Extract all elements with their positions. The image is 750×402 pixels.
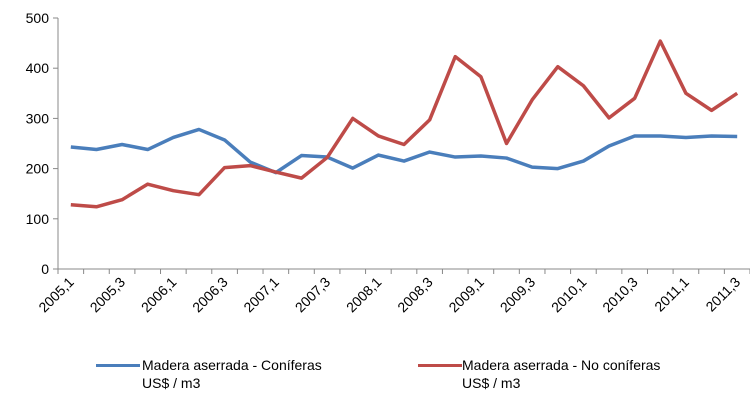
x-tick-label: 2007,3 [292, 274, 334, 316]
series-line [70, 127, 738, 175]
series-line [70, 39, 739, 209]
x-tick-label: 2008,3 [394, 274, 436, 316]
y-tick-label: 400 [26, 60, 50, 76]
x-tick-label: 2005,3 [87, 274, 129, 316]
legend-label: Madera aserrada - No coníferas US$ / m3 [462, 357, 661, 391]
y-tick-label: 500 [26, 10, 50, 26]
x-tick-label: 2006,1 [138, 274, 180, 316]
legend-swatch [418, 364, 462, 367]
x-tick-label: 2006,3 [189, 274, 231, 316]
y-tick-label: 0 [41, 261, 49, 277]
x-tick-label: 2009,1 [445, 274, 487, 316]
legend-label: Madera aserrada - Coníferas US$ / m3 [142, 357, 322, 391]
x-tick-label: 2011,3 [702, 274, 743, 315]
y-tick-label: 100 [26, 211, 50, 227]
x-tick-label: 2010,1 [548, 274, 590, 316]
y-tick-label: 300 [26, 110, 50, 126]
x-tick-label: 2005,1 [35, 274, 77, 316]
x-tick-label: 2010,3 [599, 274, 641, 316]
y-tick-label: 200 [26, 161, 50, 177]
x-tick-label: 2008,1 [343, 274, 385, 316]
x-tick-label: 2009,3 [497, 274, 539, 316]
x-tick-label: 2011,1 [651, 274, 692, 315]
x-tick-label: 2007,1 [240, 274, 282, 316]
legend-swatch [96, 364, 140, 367]
